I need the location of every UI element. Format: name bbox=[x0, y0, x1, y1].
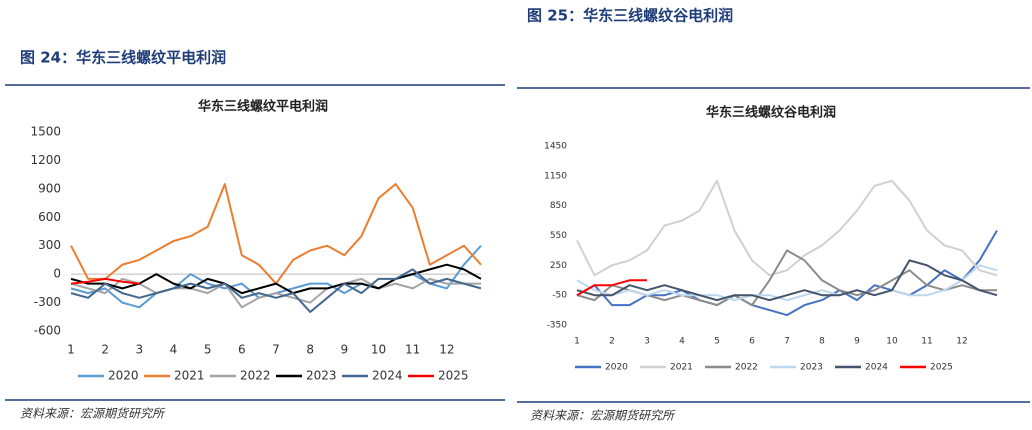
x-tick-label: 6 bbox=[238, 343, 246, 357]
legend-label: 2020 bbox=[605, 363, 628, 373]
series-line bbox=[70, 277, 140, 285]
y-tick-label: -50 bbox=[552, 291, 567, 301]
x-tick-label: 5 bbox=[204, 343, 212, 357]
x-tick-label: 3 bbox=[136, 343, 144, 357]
x-tick-label: 1 bbox=[574, 337, 580, 347]
y-tick-label: -300 bbox=[34, 295, 61, 309]
series-line bbox=[70, 268, 482, 313]
y-tick-label: 600 bbox=[38, 210, 61, 224]
x-tick-label: 5 bbox=[714, 337, 720, 347]
figure-caption: 图 24：华东三线螺纹平电利润 bbox=[20, 49, 226, 67]
x-tick-label: 9 bbox=[854, 337, 860, 347]
series-line bbox=[70, 183, 482, 285]
x-tick-label: 11 bbox=[405, 343, 420, 357]
x-tick-label: 12 bbox=[439, 343, 454, 357]
x-tick-label: 2 bbox=[609, 337, 615, 347]
y-tick-label: -600 bbox=[34, 324, 61, 338]
y-tick-label: 1150 bbox=[544, 171, 567, 181]
series-line bbox=[576, 249, 997, 307]
y-tick-label: 0 bbox=[53, 267, 61, 281]
y-tick-label: 900 bbox=[38, 181, 61, 195]
x-tick-label: 12 bbox=[956, 337, 967, 347]
x-tick-label: 11 bbox=[921, 337, 932, 347]
y-tick-label: 1500 bbox=[30, 125, 61, 139]
source-note: 资料来源：宏源期货研究所 bbox=[20, 407, 166, 421]
legend-label: 2020 bbox=[108, 369, 139, 383]
y-tick-label: 250 bbox=[550, 261, 567, 271]
legend-label: 2023 bbox=[306, 369, 337, 383]
y-tick-label: 1450 bbox=[544, 142, 567, 152]
series-line bbox=[576, 229, 998, 317]
chart-title: 华东三线螺纹平电利润 bbox=[198, 99, 328, 115]
source-note: 资料来源：宏源期货研究所 bbox=[530, 409, 676, 423]
x-tick-label: 7 bbox=[272, 343, 280, 357]
legend-label: 2023 bbox=[800, 363, 823, 373]
x-tick-label: 8 bbox=[819, 337, 825, 347]
x-tick-label: 1 bbox=[67, 343, 75, 357]
legend-label: 2025 bbox=[438, 369, 469, 383]
chart-title: 华东三线螺纹谷电利润 bbox=[706, 105, 836, 121]
y-tick-label: 850 bbox=[550, 201, 567, 211]
x-tick-label: 10 bbox=[886, 337, 898, 347]
x-tick-label: 3 bbox=[644, 337, 650, 347]
legend-label: 2021 bbox=[670, 363, 693, 373]
x-tick-label: 2 bbox=[101, 343, 109, 357]
y-tick-label: 550 bbox=[550, 231, 567, 241]
x-tick-label: 6 bbox=[749, 337, 755, 347]
y-tick-label: 1200 bbox=[30, 153, 61, 167]
legend-label: 2021 bbox=[174, 369, 205, 383]
legend-label: 2022 bbox=[735, 363, 758, 373]
legend-label: 2024 bbox=[865, 363, 888, 373]
legend-label: 2022 bbox=[240, 369, 271, 383]
y-tick-label: 300 bbox=[38, 238, 61, 252]
x-tick-label: 4 bbox=[170, 343, 178, 357]
series-line bbox=[576, 279, 647, 297]
x-tick-label: 4 bbox=[679, 337, 685, 347]
legend-label: 2025 bbox=[930, 363, 953, 373]
legend-label: 2024 bbox=[372, 369, 403, 383]
x-tick-label: 10 bbox=[371, 343, 386, 357]
y-tick-label: -350 bbox=[547, 321, 568, 331]
series-line bbox=[576, 264, 998, 302]
figure-caption: 图 25：华东三线螺纹谷电利润 bbox=[527, 7, 733, 25]
x-tick-label: 7 bbox=[784, 337, 790, 347]
x-tick-label: 8 bbox=[306, 343, 314, 357]
x-tick-label: 9 bbox=[341, 343, 349, 357]
series-line bbox=[576, 259, 998, 302]
series-line bbox=[576, 179, 998, 277]
